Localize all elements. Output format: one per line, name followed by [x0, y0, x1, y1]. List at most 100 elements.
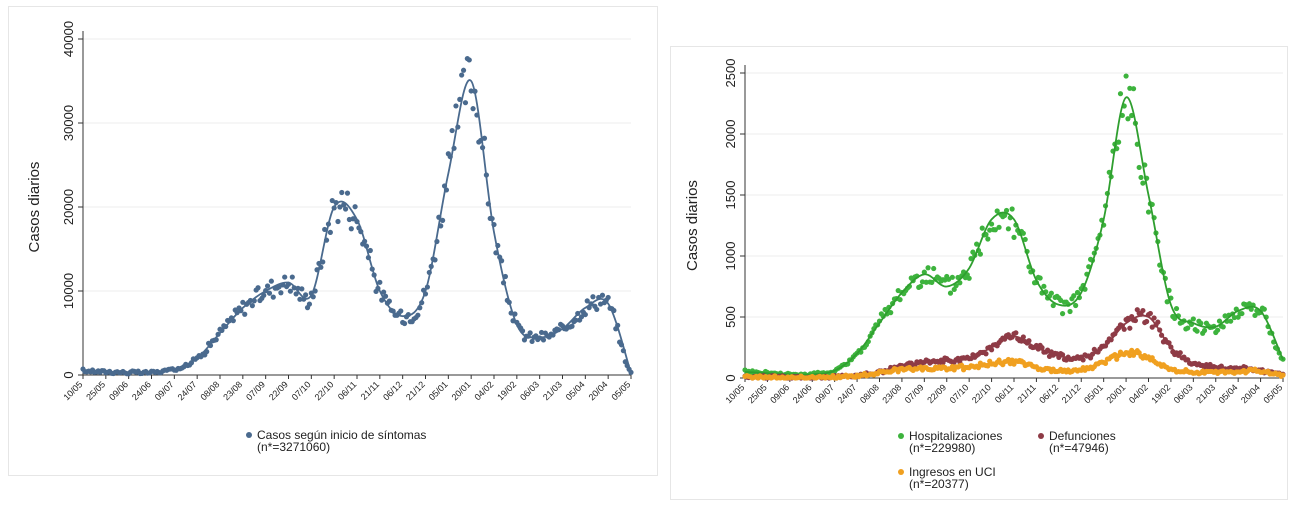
legend-marker: [898, 469, 904, 475]
data-point: [344, 190, 351, 196]
x-tick-label: 24/07: [835, 382, 858, 405]
data-point: [983, 351, 989, 357]
data-point: [1261, 306, 1267, 312]
data-point: [974, 241, 980, 247]
x-tick-label: 08/08: [858, 382, 881, 405]
data-point: [329, 197, 335, 204]
data-point: [398, 308, 404, 314]
legend-label: Defunciones: [1049, 429, 1116, 443]
y-tick-label: 2000: [723, 120, 738, 149]
data-point: [923, 279, 929, 285]
legend-marker: [246, 432, 252, 438]
x-tick-label: 21/11: [359, 379, 382, 402]
x-tick-label: 21/03: [541, 379, 564, 402]
legend-marker: [898, 433, 904, 439]
x-tick-label: 25/05: [746, 382, 769, 405]
data-point: [468, 88, 474, 94]
data-point: [1080, 357, 1086, 363]
data-point: [1190, 316, 1196, 322]
data-point: [1011, 234, 1017, 240]
data-point: [1121, 326, 1127, 332]
data-point: [1125, 116, 1131, 122]
data-point: [242, 311, 248, 317]
legend-marker: [1038, 433, 1044, 439]
x-tick-label: 05/04: [1217, 382, 1240, 405]
data-point: [337, 204, 343, 210]
data-point: [462, 100, 469, 106]
x-tick-label: 20/04: [1239, 382, 1262, 405]
data-point: [1149, 324, 1155, 330]
data-point: [261, 292, 267, 298]
data-point: [327, 229, 333, 235]
data-point: [1185, 325, 1191, 331]
x-tick-label: 22/09: [925, 382, 948, 405]
left-chart-panel: 0 10000 20000 30000 40000 10/05 25/05 09/06 24/0…: [8, 6, 658, 476]
x-tick-label: 07/09: [244, 379, 267, 402]
data-point: [959, 362, 965, 368]
x-tick-label: 23/08: [221, 379, 244, 402]
data-point: [264, 283, 271, 289]
x-tick-label: 07/10: [948, 382, 971, 405]
x-tick-label: 20/04: [587, 379, 610, 402]
data-point: [1020, 230, 1026, 236]
x-tick-label: 05/05: [609, 379, 632, 402]
data-point: [931, 265, 937, 272]
data-point: [266, 290, 273, 296]
legend-label: Casos según inicio de síntomas: [257, 428, 426, 442]
data-point: [1194, 328, 1200, 334]
data-point: [540, 337, 547, 343]
data-point: [1173, 305, 1180, 312]
x-tick-label: 22/10: [970, 382, 993, 405]
x-tick-label: 21/03: [1194, 382, 1217, 405]
data-point: [573, 317, 579, 323]
data-point: [348, 226, 354, 232]
data-point: [599, 292, 606, 298]
data-point: [382, 293, 389, 299]
data-point: [1002, 212, 1008, 218]
data-point: [278, 290, 284, 296]
x-tick-label: 06/12: [1037, 382, 1060, 405]
x-tick-label: 05/05: [1261, 382, 1284, 405]
x-tick-label: 09/07: [153, 379, 176, 402]
data-point: [270, 294, 276, 300]
data-point: [1022, 236, 1028, 243]
data-point: [386, 298, 392, 304]
y-tick-label: 1000: [723, 242, 738, 271]
data-point: [415, 312, 421, 318]
data-point: [342, 206, 349, 212]
data-point: [1067, 308, 1073, 315]
data-point: [966, 275, 972, 281]
data-point: [1127, 325, 1133, 331]
data-point: [888, 310, 894, 316]
data-point: [293, 291, 299, 297]
data-point: [350, 216, 356, 222]
data-point: [947, 290, 954, 296]
data-point: [985, 236, 991, 242]
data-point: [949, 274, 955, 280]
y-tick-label: 2500: [723, 59, 738, 88]
data-point: [1073, 302, 1079, 309]
legend-label: Ingresos en UCI: [909, 465, 996, 479]
data-point: [917, 283, 924, 290]
x-tick-label: 24/07: [176, 379, 199, 402]
x-tick-label: 09/06: [107, 379, 130, 402]
data-point: [605, 294, 611, 301]
x-tick-label: 06/11: [993, 382, 1016, 405]
x-tick-label: 07/09: [903, 382, 926, 405]
data-point: [1228, 318, 1234, 324]
y-tick-label: 0: [723, 374, 738, 381]
data-point: [1136, 164, 1142, 171]
data-point: [1252, 312, 1258, 319]
x-tick-label: 25/05: [84, 379, 107, 402]
data-point: [1172, 315, 1178, 322]
y-tick-label: 20000: [61, 189, 76, 225]
data-point: [1005, 226, 1011, 232]
data-point: [594, 306, 600, 313]
legend-note: (n*=20377): [909, 477, 969, 491]
data-point: [449, 127, 455, 134]
data-point: [925, 265, 931, 271]
data-point: [1123, 73, 1129, 79]
x-tick-label: 06/03: [1172, 382, 1195, 405]
x-tick-label: 20/01: [450, 379, 473, 402]
